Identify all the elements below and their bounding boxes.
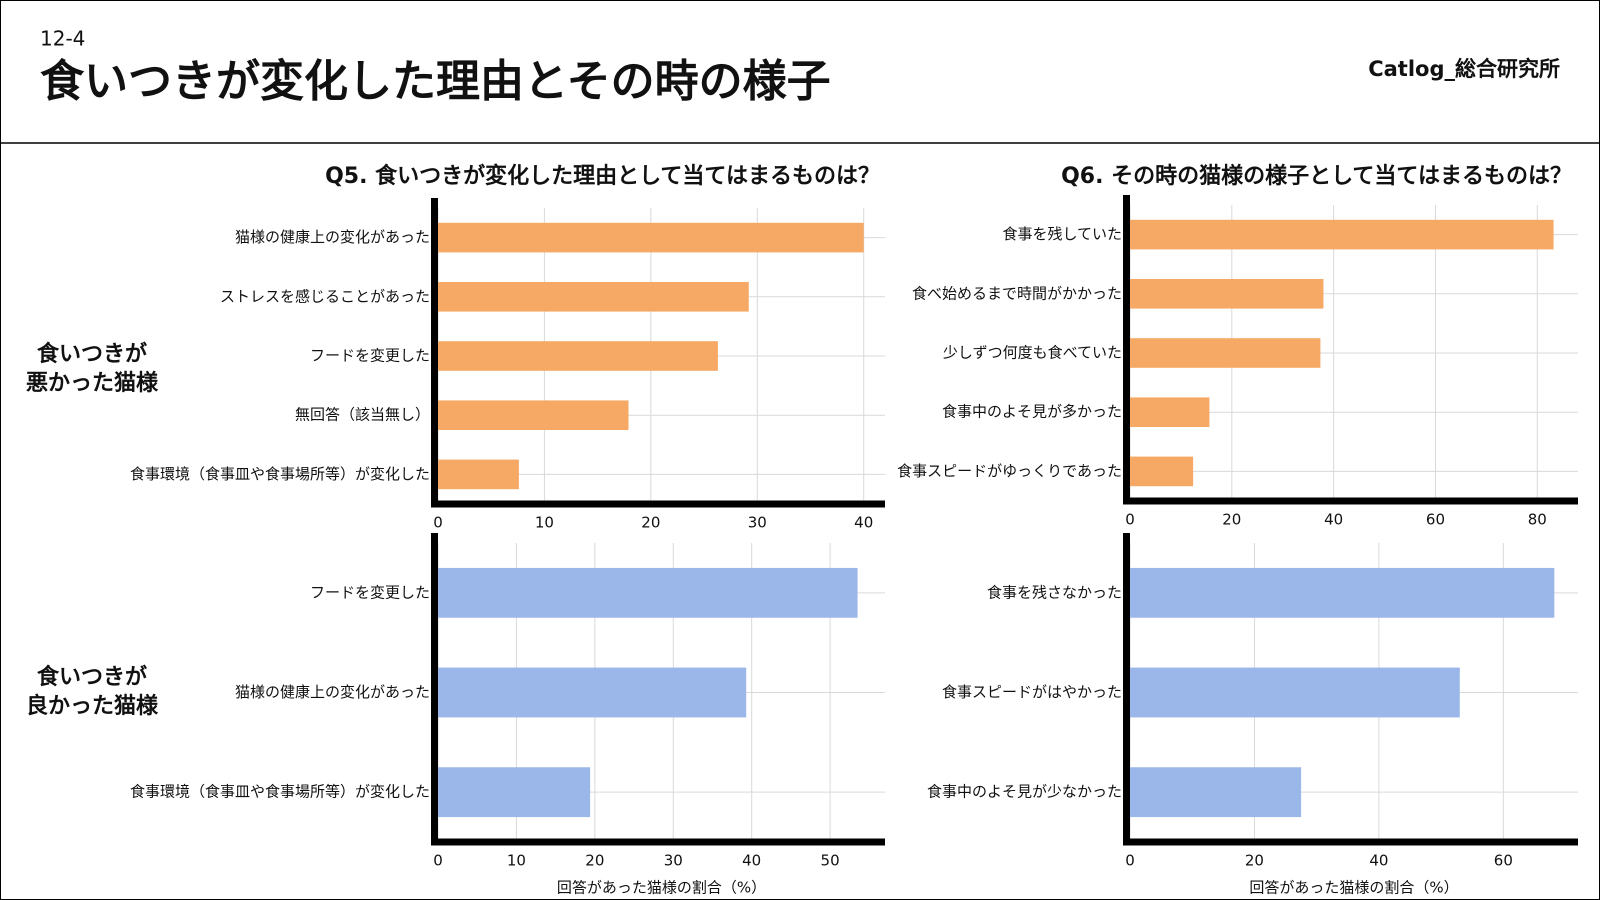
bar [438, 667, 747, 718]
x-tick-label: 80 [1528, 511, 1547, 529]
x-tick-label: 20 [1245, 852, 1264, 870]
category-label: 無回答（該当無し） [295, 406, 430, 424]
x-tick-label: 60 [1494, 852, 1513, 870]
row-label: 食いつきが [37, 664, 147, 690]
x-tick-label: 10 [507, 852, 526, 870]
bar [1130, 667, 1460, 718]
category-label: 猫様の健康上の変化があった [235, 228, 430, 246]
category-label: 食事中のよそ見が多かった [942, 403, 1122, 421]
x-tick-label: 60 [1426, 511, 1445, 529]
category-label: 猫様の健康上の変化があった [235, 683, 430, 701]
x-tick-label: 40 [742, 852, 761, 870]
category-label: 食べ始めるまで時間がかかった [912, 284, 1122, 302]
bar [438, 459, 519, 490]
x-tick-label: 0 [1125, 511, 1135, 529]
x-tick-label: 30 [664, 852, 683, 870]
x-tick-label: 20 [585, 852, 604, 870]
bar [438, 222, 864, 253]
category-label: 食事を残していた [1002, 225, 1122, 243]
bar [438, 341, 718, 371]
bar [438, 282, 749, 312]
x-axis-label: 回答があった猫様の割合（%） [1249, 879, 1458, 897]
category-label: フードを変更した [310, 583, 430, 601]
category-label: 少しずつ何度も食べていた [943, 344, 1122, 362]
category-label: 食事スピードがはやかった [942, 683, 1122, 701]
bar [1130, 279, 1324, 309]
category-label: フードを変更した [310, 347, 430, 365]
x-tick-label: 0 [433, 852, 443, 870]
x-tick-label: 30 [748, 514, 767, 532]
bar [1130, 219, 1554, 250]
category-label: ストレスを感じることがあった [220, 287, 430, 305]
x-tick-label: 10 [535, 514, 554, 532]
bar [1130, 338, 1321, 368]
x-tick-label: 40 [1369, 852, 1388, 870]
slide-title: 食いつきが変化した理由とその時の様子 [40, 56, 831, 107]
x-tick-label: 20 [641, 514, 660, 532]
x-tick-label: 50 [821, 852, 840, 870]
bar [1130, 767, 1302, 818]
bar [438, 400, 629, 430]
category-label: 食事中のよそ見が少なかった [927, 783, 1122, 801]
bar [1130, 456, 1194, 487]
x-tick-label: 40 [854, 514, 873, 532]
x-tick-label: 0 [433, 514, 443, 532]
row-label: 悪かった猫様 [26, 370, 159, 396]
category-label: 食事環境（食事皿や食事場所等）が変化した [130, 465, 430, 483]
row-label: 食いつきが [37, 341, 147, 367]
column-title: Q6. その時の猫様の様子として当てはまるものは？ [1061, 163, 1572, 189]
row-label: 良かった猫様 [26, 693, 159, 719]
bar [438, 567, 858, 618]
category-label: 食事を残さなかった [987, 583, 1122, 601]
bar [1130, 567, 1555, 618]
category-label: 食事スピードがゆっくりであった [897, 462, 1122, 480]
slide-number: 12-4 [40, 27, 85, 51]
x-axis-label: 回答があった猫様の割合（%） [557, 879, 766, 897]
bar [1130, 397, 1210, 427]
category-label: 食事環境（食事皿や食事場所等）が変化した [130, 783, 430, 801]
x-tick-label: 20 [1222, 511, 1241, 529]
x-tick-label: 40 [1324, 511, 1343, 529]
brand: Catlog_総合研究所 [1368, 57, 1560, 81]
x-tick-label: 0 [1125, 852, 1135, 870]
bar [438, 767, 591, 818]
column-title: Q5. 食いつきが変化した理由として当てはまるものは？ [325, 163, 880, 189]
